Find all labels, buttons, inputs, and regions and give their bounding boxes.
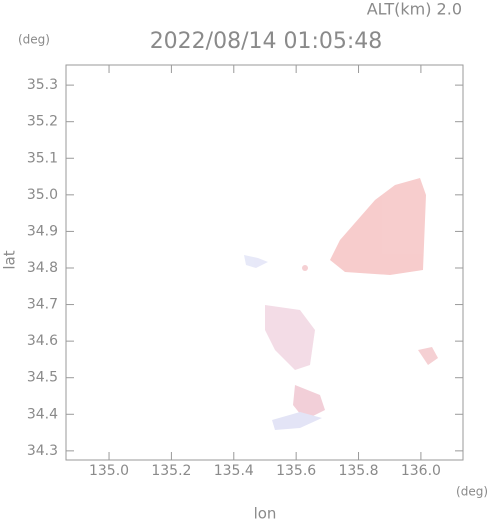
y-tick-label: 35.1	[27, 150, 58, 166]
echo-field	[244, 178, 438, 430]
y-tick-label: 34.4	[27, 406, 58, 422]
y-unit: (deg)	[18, 33, 50, 47]
x-axis-label: lon	[254, 505, 277, 521]
x-tick-label: 136.0	[401, 463, 441, 479]
echo	[244, 255, 268, 268]
echo	[330, 178, 426, 275]
echo	[418, 347, 438, 365]
y-tick-label: 34.7	[27, 297, 58, 313]
y-tick-label: 35.3	[27, 77, 58, 93]
echo	[293, 385, 325, 420]
chart-title: 2022/08/14 01:05:48	[150, 29, 383, 54]
y-tick-label: 34.8	[27, 260, 58, 276]
plot-frame	[65, 64, 464, 461]
y-axis-label: lat	[1, 250, 19, 269]
y-tick-label: 34.5	[27, 370, 58, 386]
x-tick-label: 135.8	[338, 463, 378, 479]
x-tick-label: 135.6	[276, 463, 316, 479]
x-unit: (deg)	[456, 485, 488, 499]
echo	[265, 305, 315, 370]
y-tick-label: 35.0	[27, 187, 58, 203]
echo	[272, 412, 322, 430]
x-tick-label: 135.0	[89, 463, 129, 479]
altitude-label: ALT(km) 2.0	[367, 0, 462, 19]
x-tick-label: 135.4	[214, 463, 254, 479]
y-tick-label: 35.2	[27, 114, 58, 130]
y-tick-label: 34.9	[27, 223, 58, 239]
y-tick-label: 34.6	[27, 333, 58, 349]
y-tick-label: 34.3	[27, 443, 58, 459]
x-tick-label: 135.2	[151, 463, 191, 479]
echo	[302, 265, 308, 271]
